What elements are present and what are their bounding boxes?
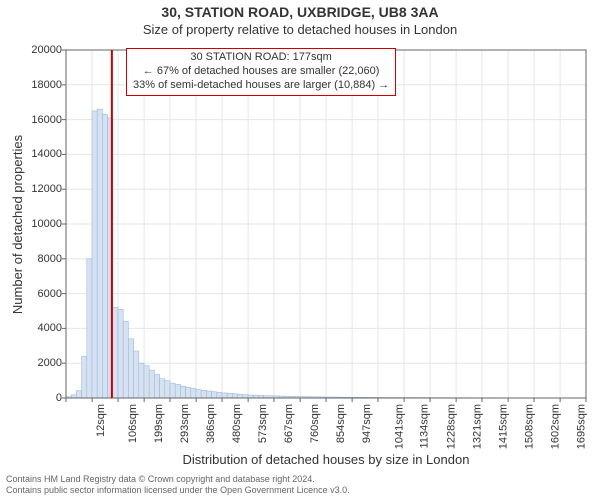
y-tick-label: 8000	[12, 253, 62, 265]
callout-line2: ← 67% of detached houses are smaller (22…	[133, 65, 389, 79]
y-tick-label: 18000	[12, 79, 62, 91]
x-tick-label: 1134sqm	[418, 404, 430, 448]
x-tick-label: 199sqm	[153, 404, 165, 443]
footer-attribution: Contains HM Land Registry data © Crown c…	[6, 474, 350, 496]
y-tick-label: 2000	[12, 357, 62, 369]
x-tick-label: 293sqm	[179, 404, 191, 443]
x-tick-label: 106sqm	[127, 404, 139, 443]
page-title: 30, STATION ROAD, UXBRIDGE, UB8 3AA	[0, 4, 600, 20]
x-tick-label: 854sqm	[335, 404, 347, 443]
x-tick-label: 480sqm	[231, 404, 243, 443]
page-subtitle: Size of property relative to detached ho…	[0, 22, 600, 37]
x-tick-label: 1695sqm	[575, 404, 587, 449]
x-tick-label: 947sqm	[361, 404, 373, 443]
y-tick-label: 4000	[12, 322, 62, 334]
y-tick-label: 14000	[12, 148, 62, 160]
x-tick-label: 1415sqm	[497, 404, 509, 449]
y-tick-label: 0	[12, 392, 62, 404]
chart-area	[66, 44, 586, 404]
callout-line1: 30 STATION ROAD: 177sqm	[133, 51, 389, 65]
y-tick-label: 10000	[12, 218, 62, 230]
footer-line1: Contains HM Land Registry data © Crown c…	[6, 474, 350, 485]
y-tick-label: 20000	[12, 44, 62, 56]
y-tick-label: 16000	[12, 114, 62, 126]
x-tick-label: 573sqm	[257, 404, 269, 443]
y-tick-label: 6000	[12, 288, 62, 300]
callout-line3: 33% of semi-detached houses are larger (…	[133, 79, 389, 93]
x-tick-label: 386sqm	[205, 404, 217, 443]
chart-svg	[66, 44, 586, 404]
x-tick-label: 1602sqm	[549, 404, 561, 449]
x-tick-label: 760sqm	[309, 404, 321, 443]
x-tick-label: 12sqm	[95, 404, 107, 437]
y-tick-label: 12000	[12, 183, 62, 195]
footer-line2: Contains public sector information licen…	[6, 485, 350, 496]
callout-box: 30 STATION ROAD: 177sqm ← 67% of detache…	[126, 48, 396, 96]
x-axis-label: Distribution of detached houses by size …	[66, 452, 586, 467]
x-tick-label: 1508sqm	[523, 404, 535, 449]
x-tick-label: 667sqm	[283, 404, 295, 443]
x-tick-label: 1041sqm	[393, 404, 405, 449]
x-tick-label: 1228sqm	[445, 404, 457, 449]
x-tick-label: 1321sqm	[471, 404, 483, 449]
